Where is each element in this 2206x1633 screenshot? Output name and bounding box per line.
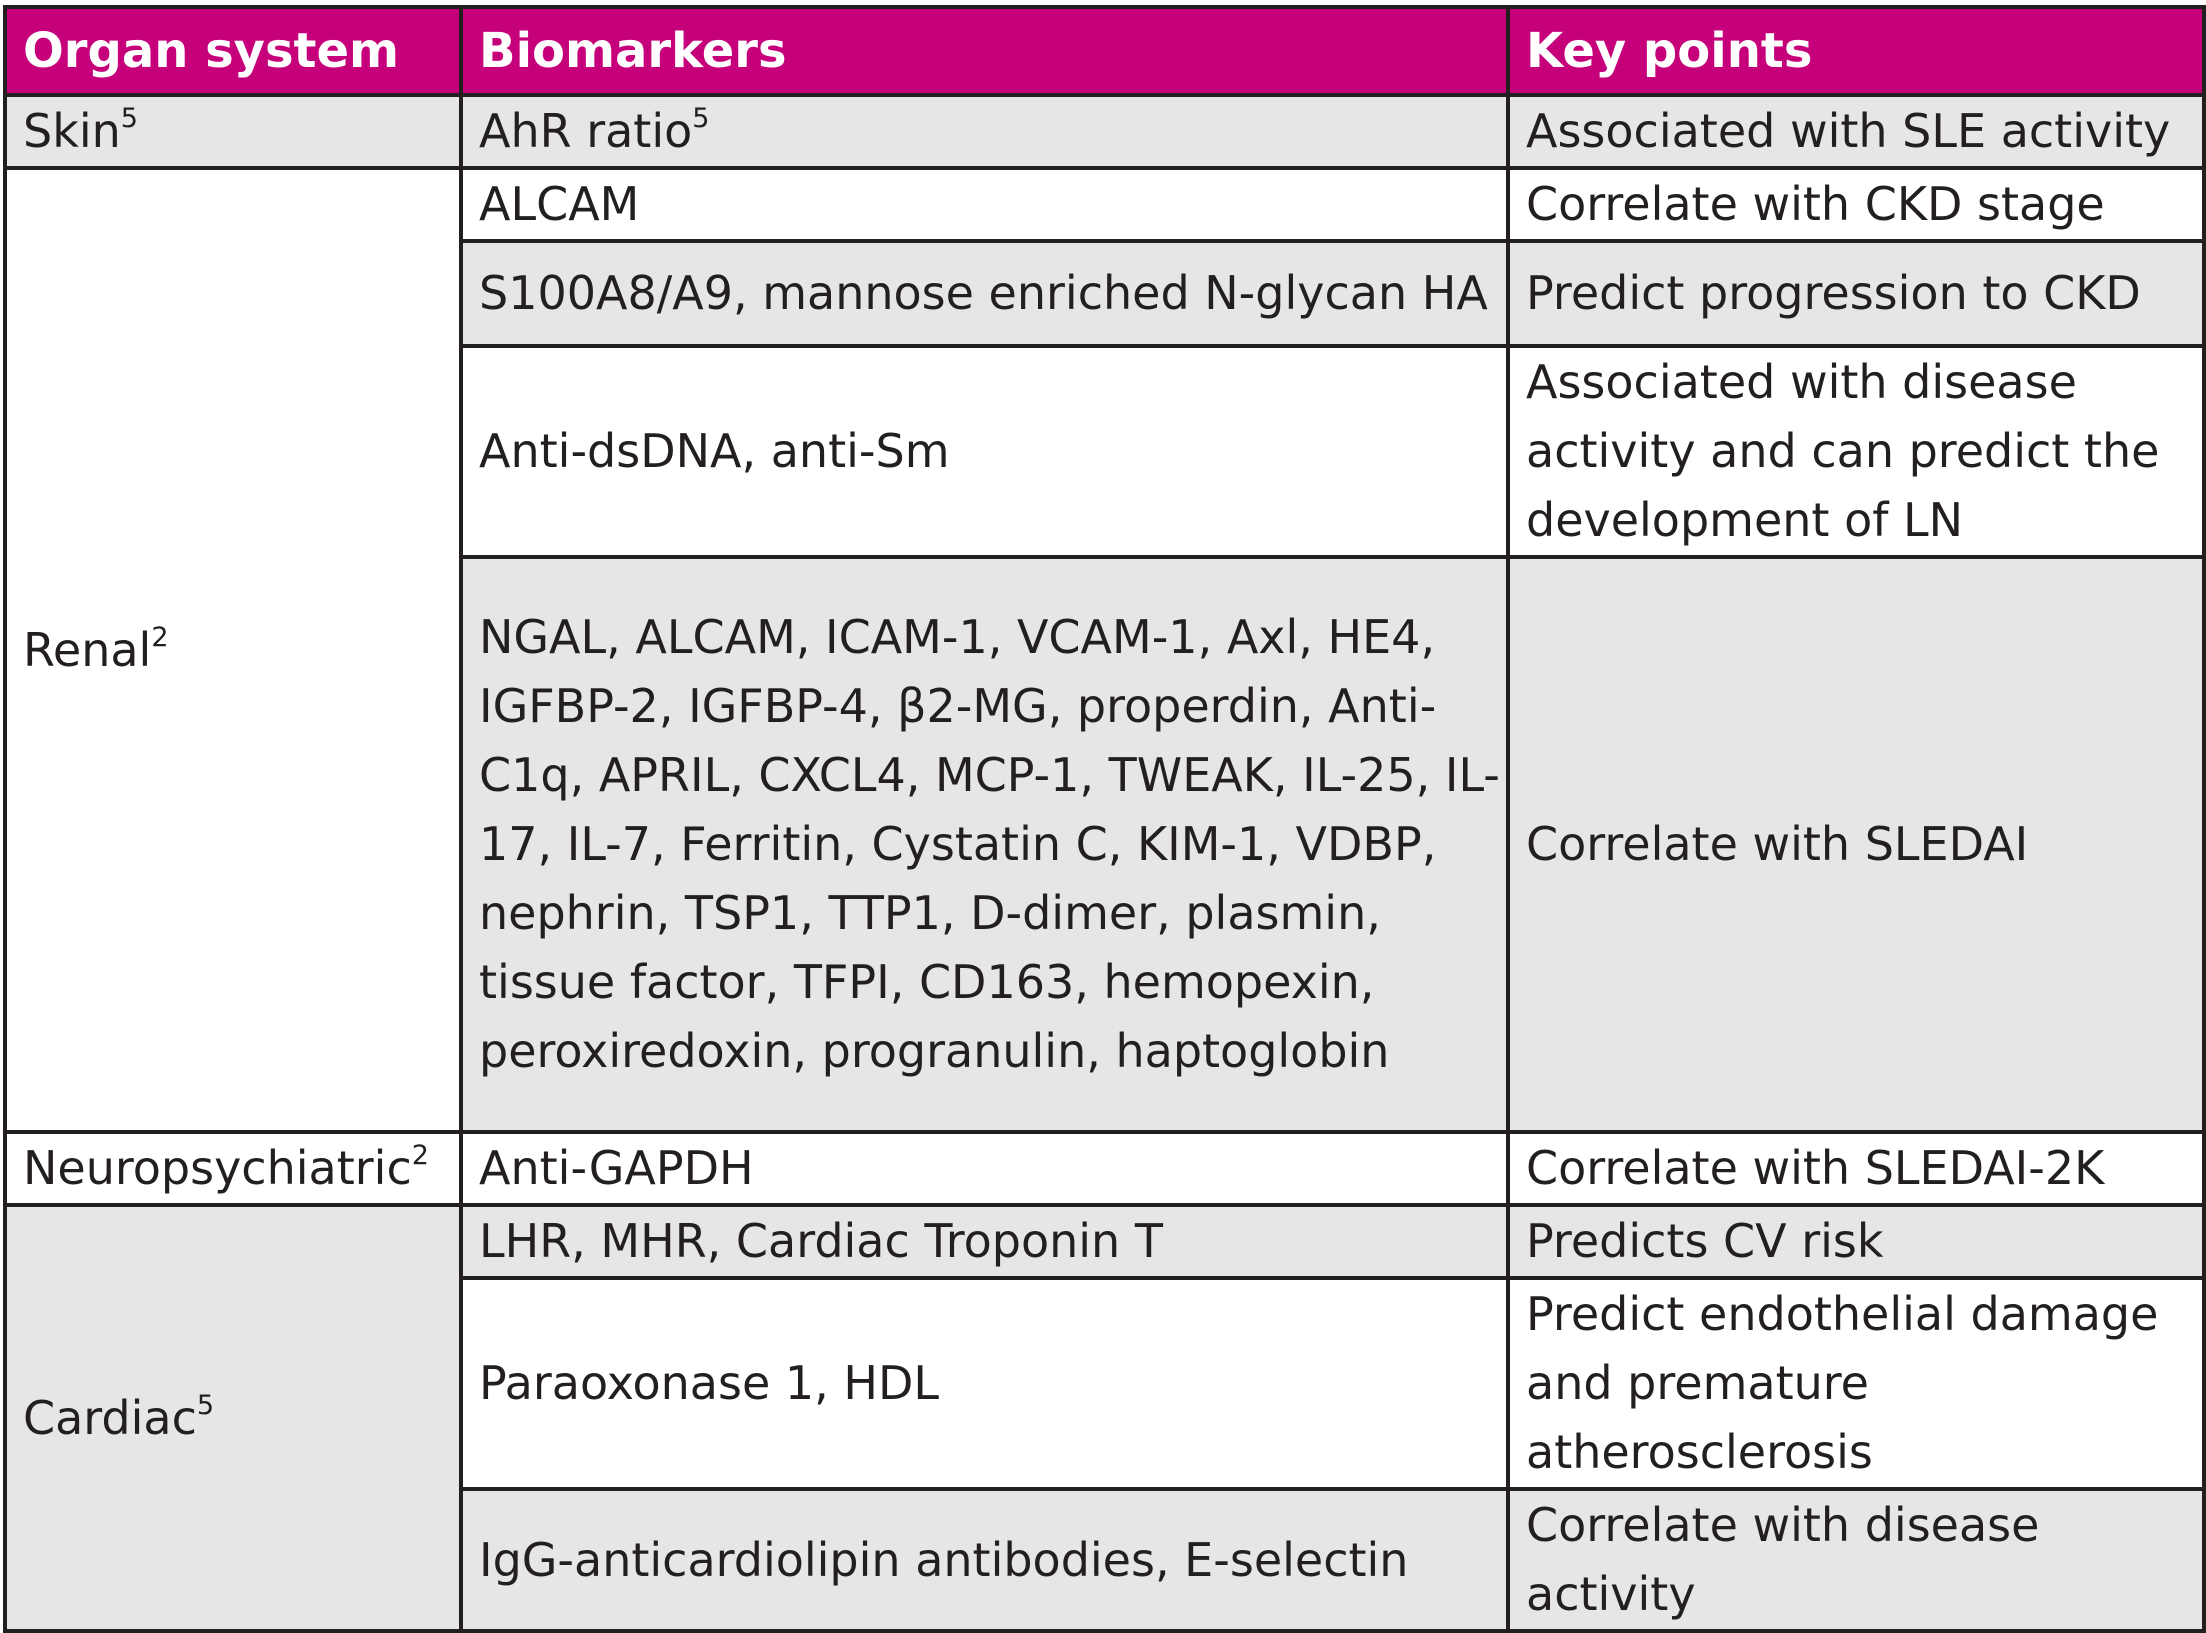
organ-label: Neuropsychiatric [23, 1141, 412, 1195]
key-points-cell: Associated with SLE activity [1506, 93, 2206, 170]
reference-superscript: 5 [692, 103, 710, 134]
organ-label: Renal [23, 622, 152, 677]
reference-superscript: 2 [151, 621, 169, 653]
reference-superscript: 5 [120, 103, 138, 134]
biomarkers-cell: Anti-GAPDH [459, 1130, 1510, 1207]
key-points-cell: Correlate with SLEDAI [1506, 555, 2206, 1134]
table-row: Renal2 ALCAM Correlate with CKD stage [3, 166, 2206, 1134]
header-biomarkers: Biomarkers [459, 5, 1510, 97]
organ-cell: Skin5 [3, 93, 463, 170]
table-row: Anti-dsDNA, anti-Sm Associated with dise… [5, 344, 2206, 559]
table-row: NGAL, ALCAM, ICAM-1, VCAM-1, Axl, HE4, I… [5, 555, 2206, 1134]
organ-label: Skin [23, 104, 121, 158]
table-row: Neuropsychiatric2 Anti-GAPDH Correlate w… [3, 1130, 2206, 1207]
header-row: Organ system Biomarkers Key points [3, 5, 2206, 97]
organ-cell: Renal2 [3, 166, 463, 1134]
key-points-cell: Predict endothelial damage and premature… [1506, 1276, 2206, 1491]
biomarkers-cell: IgG-anticardiolipin antibodies, E-select… [459, 1487, 1510, 1633]
biomarkers-cell: Paraoxonase 1, HDL [459, 1276, 1510, 1491]
header-organ-system: Organ system [3, 5, 463, 97]
key-points-cell: Correlate with SLEDAI-2K [1506, 1130, 2206, 1207]
reference-superscript: 2 [411, 1140, 429, 1171]
reference-superscript: 5 [196, 1389, 215, 1421]
table-row: Cardiac5 LHR, MHR, Cardiac Troponin T Pr… [3, 1203, 2206, 1633]
key-points-cell: Predicts CV risk [1506, 1203, 2206, 1280]
table-row: Skin5 AhR ratio5 Associated with SLE act… [3, 93, 2206, 170]
key-points-cell: Correlate with CKD stage [1506, 166, 2206, 243]
header-key-points: Key points [1506, 5, 2206, 97]
organ-label: Cardiac [23, 1390, 197, 1445]
key-points-cell: Associated with disease activity and can… [1506, 344, 2206, 559]
key-points-cell: Correlate with disease activity [1506, 1487, 2206, 1633]
key-points-cell: Predict progression to CKD [1506, 239, 2206, 348]
biomarkers-cell: Anti-dsDNA, anti-Sm [459, 344, 1510, 559]
table-row: S100A8/A9, mannose enriched N-glycan HA … [5, 239, 2206, 348]
biomarker-table: Organ system Biomarkers Key points Skin5… [3, 5, 2206, 1633]
biomarkers-cell: LHR, MHR, Cardiac Troponin T [459, 1203, 1510, 1280]
biomarkers-cell: S100A8/A9, mannose enriched N-glycan HA [459, 239, 1510, 348]
biomarkers-cell: ALCAM [459, 166, 1510, 243]
organ-cell: Cardiac5 [3, 1203, 463, 1633]
biomarkers-text: AhR ratio [479, 104, 693, 158]
biomarkers-cell: AhR ratio5 [459, 93, 1510, 170]
biomarkers-cell: NGAL, ALCAM, ICAM-1, VCAM-1, Axl, HE4, I… [459, 555, 1510, 1134]
organ-cell: Neuropsychiatric2 [3, 1130, 463, 1207]
table-row: Paraoxonase 1, HDL Predict endothelial d… [5, 1276, 2206, 1491]
